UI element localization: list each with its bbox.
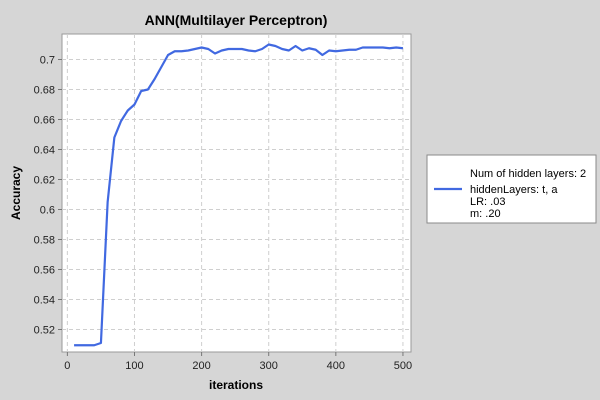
y-tick-label: 0.68 — [34, 85, 55, 97]
accuracy-series-line — [74, 43, 404, 347]
y-tick-label: 0.6 — [40, 205, 55, 217]
x-tick-label: 200 — [192, 360, 210, 372]
y-tick-label: 0.7 — [40, 55, 55, 67]
y-tick-label: 0.64 — [34, 145, 55, 157]
y-tick-label: 0.58 — [34, 235, 55, 247]
x-tick-label: 500 — [394, 360, 412, 372]
y-tick-label: 0.52 — [34, 325, 55, 337]
y-tick-label: 0.54 — [34, 295, 55, 307]
x-tick-label: 400 — [327, 360, 345, 372]
grid-lines — [62, 34, 411, 352]
legend-line-4: m: .20 — [470, 208, 501, 220]
axis-ticks: 0 100 200 300 400 500 0.52 0.54 0.56 0.58 0.6 0.62 0… — [34, 55, 413, 373]
x-tick-label: 100 — [125, 360, 143, 372]
legend: Num of hidden layers: 2 hiddenLayers: t,… — [426, 154, 597, 224]
y-axis-label: Accuracy — [9, 166, 23, 220]
chart-title: ANN(Multilayer Perceptron) — [145, 12, 328, 28]
x-axis-label: iterations — [209, 378, 263, 392]
y-tick-label: 0.56 — [34, 265, 55, 277]
x-tick-label: 300 — [260, 360, 278, 372]
legend-line-2: hiddenLayers: t, a — [470, 184, 558, 196]
y-tick-label: 0.66 — [34, 115, 55, 127]
y-tick-label: 0.62 — [34, 175, 55, 187]
legend-line-3: LR: .03 — [470, 196, 505, 208]
legend-line-1: Num of hidden layers: 2 — [470, 168, 586, 180]
plot-area — [61, 33, 412, 353]
x-tick-label: 0 — [64, 360, 70, 372]
